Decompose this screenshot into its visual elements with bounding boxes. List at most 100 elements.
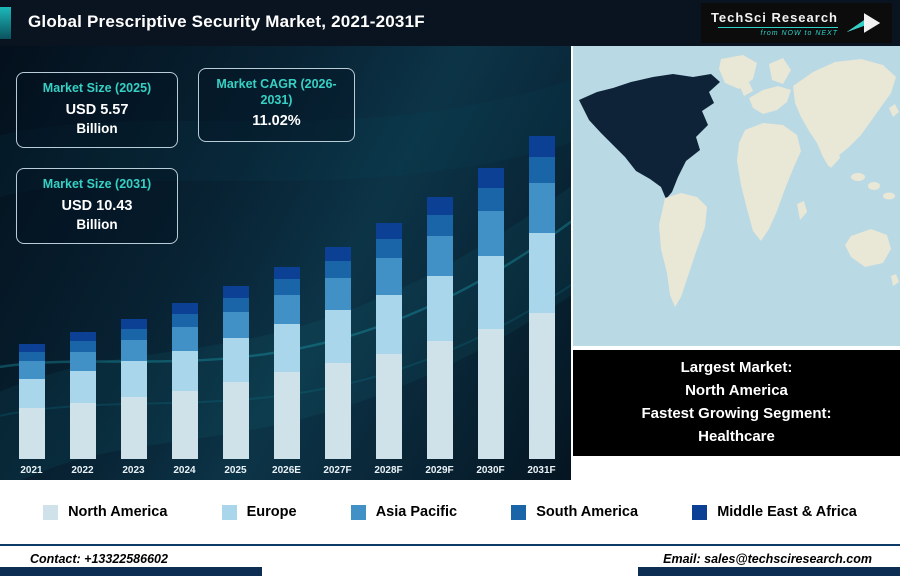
bar-segment-north-america	[273, 372, 300, 459]
bar-year-label: 2023	[122, 465, 145, 476]
bar-year-label: 2030F	[476, 465, 505, 476]
bar-stack	[120, 318, 147, 459]
bar-segment-asia-pacific	[528, 183, 555, 233]
bar-segment-middle-east-africa	[18, 344, 45, 353]
stat-label: Market CAGR (2026-2031)	[216, 77, 337, 107]
bar-segment-middle-east-africa	[426, 197, 453, 215]
legend: North America Europe Asia Pacific South Ame…	[0, 480, 900, 544]
legend-item-asia-pacific: Asia Pacific	[350, 504, 457, 520]
bar-segment-north-america	[426, 341, 453, 459]
bar-stack	[324, 246, 351, 459]
logo-brand: TechSci Research	[710, 9, 838, 25]
legend-swatch	[350, 504, 366, 520]
stat-label: Market Size (2031)	[42, 177, 152, 191]
bar-segment-south-america	[528, 157, 555, 184]
bar-segment-middle-east-africa	[273, 266, 300, 280]
bar-column-2024: 2024	[162, 303, 208, 476]
footer: Contact: +13322586602 Email: sales@techs…	[0, 544, 900, 576]
bar-segment-middle-east-africa	[528, 135, 555, 158]
bar-segment-europe	[477, 255, 504, 329]
bar-stack	[273, 266, 300, 459]
footer-email: Email: sales@techsciresearch.com	[663, 552, 872, 566]
footer-bar-right	[638, 567, 900, 576]
bar-segment-south-america	[18, 352, 45, 362]
bar-segment-north-america	[375, 353, 402, 459]
stat-unit: Billion	[76, 217, 118, 233]
bar-year-label: 2027F	[323, 465, 352, 476]
bar-stack	[222, 286, 249, 459]
bar-segment-europe	[120, 361, 147, 397]
bar-column-2029F: 2029F	[417, 197, 463, 476]
bar-segment-europe	[222, 338, 249, 382]
bar-segment-europe	[171, 350, 198, 391]
continent-north-america	[579, 74, 720, 199]
bar-column-2021: 2021	[9, 344, 55, 476]
world-map-panel	[573, 46, 900, 346]
island-sumatra	[851, 173, 865, 181]
bar-year-label: 2029F	[425, 465, 454, 476]
legend-item-europe: Europe	[221, 504, 297, 520]
bar-stack	[528, 135, 555, 459]
stat-box-market-size-2031: Market Size (2031) USD 10.43 Billion	[16, 168, 178, 244]
bar-segment-asia-pacific	[426, 235, 453, 277]
island-greenland	[719, 55, 757, 89]
continent-australia	[845, 229, 891, 267]
legend-item-south-america: South America	[511, 504, 638, 520]
bar-segment-north-america	[528, 313, 555, 459]
callout-line: Fastest Growing Segment:	[641, 405, 832, 422]
bar-segment-south-america	[120, 328, 147, 341]
bar-stack	[18, 344, 45, 459]
header-accent-bar	[0, 7, 11, 39]
stat-unit: Billion	[76, 121, 118, 137]
bar-segment-middle-east-africa	[324, 246, 351, 261]
stat-box-market-size-2025: Market Size (2025) USD 5.57 Billion	[16, 72, 178, 148]
legend-label: South America	[536, 504, 639, 520]
bar-stack	[375, 223, 402, 459]
continent-south-america	[659, 193, 707, 307]
island-newguinea	[883, 192, 895, 200]
legend-swatch	[43, 504, 59, 520]
bar-segment-europe	[18, 378, 45, 408]
bar-segment-south-america	[273, 279, 300, 295]
world-map	[573, 46, 900, 346]
island-borneo	[868, 182, 880, 190]
legend-label: Europe	[246, 504, 297, 520]
bar-year-label: 2025	[224, 465, 247, 476]
bar-segment-north-america	[18, 407, 45, 459]
bar-segment-middle-east-africa	[171, 303, 198, 315]
footer-bar-left	[0, 567, 262, 576]
bar-segment-asia-pacific	[222, 311, 249, 339]
bar-segment-middle-east-africa	[222, 286, 249, 298]
bar-segment-asia-pacific	[273, 294, 300, 325]
bar-year-label: 2022	[71, 465, 94, 476]
legend-swatch	[511, 504, 527, 520]
bar-stack	[477, 168, 504, 459]
bar-column-2027F: 2027F	[315, 246, 361, 476]
bar-segment-south-america	[222, 297, 249, 312]
bar-segment-asia-pacific	[69, 352, 96, 371]
bar-column-2025: 2025	[213, 286, 259, 476]
callout-line: Healthcare	[698, 427, 775, 445]
legend-label: North America	[68, 504, 168, 520]
legend-swatch	[692, 504, 708, 520]
page-title: Global Prescriptive Security Market, 202…	[28, 12, 425, 31]
stat-value: USD 10.43	[61, 197, 133, 214]
island-japan	[889, 104, 899, 117]
logo-tagline: from NOW to NEXT	[760, 29, 838, 37]
bar-segment-south-america	[324, 260, 351, 278]
bar-stack	[171, 303, 198, 459]
island-uk	[740, 82, 753, 96]
bar-group: 2021 2022 2023 2024 2025 2026E 2027F 2028F 2029F…	[6, 135, 567, 476]
bar-segment-middle-east-africa	[120, 318, 147, 329]
bar-year-label: 2024	[173, 465, 196, 476]
bar-segment-north-america	[477, 328, 504, 459]
bar-segment-north-america	[120, 397, 147, 459]
logo-rule	[718, 26, 838, 28]
bar-segment-europe	[69, 370, 96, 404]
continent-africa	[737, 123, 801, 241]
stat-value: USD 5.57	[65, 101, 129, 118]
bar-stack	[426, 197, 453, 459]
bar-year-label: 2028F	[374, 465, 403, 476]
bar-segment-middle-east-africa	[477, 168, 504, 188]
